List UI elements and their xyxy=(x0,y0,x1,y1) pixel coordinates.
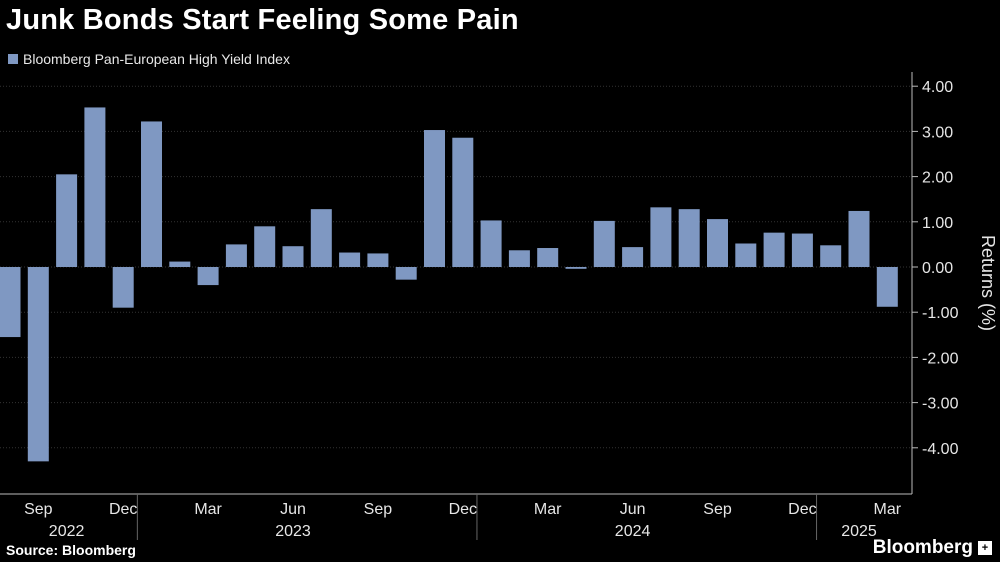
bar xyxy=(84,107,106,267)
bar xyxy=(0,267,21,338)
bar xyxy=(763,232,785,267)
bar xyxy=(141,121,162,268)
x-tick-label: Sep xyxy=(703,501,732,518)
x-tick-label: Sep xyxy=(24,501,53,518)
bar xyxy=(593,220,615,267)
x-tick-label: Mar xyxy=(874,501,902,518)
x-tick-label: Jun xyxy=(620,501,646,518)
y-tick-label: -2.00 xyxy=(922,350,959,367)
y-tick-label: 1.00 xyxy=(922,215,953,232)
y-tick-label: 4.00 xyxy=(922,79,953,96)
bar xyxy=(197,267,219,286)
bar xyxy=(424,130,445,267)
x-tick-label: Mar xyxy=(194,501,222,518)
bar xyxy=(508,250,530,267)
x-year-label: 2022 xyxy=(49,523,85,540)
bar xyxy=(112,267,134,308)
bar xyxy=(310,209,332,267)
bar xyxy=(452,137,474,267)
bar xyxy=(622,247,644,267)
bar xyxy=(339,252,361,267)
bar xyxy=(650,207,672,267)
bar xyxy=(282,246,304,267)
y-tick-label: 0.00 xyxy=(922,260,953,277)
legend-swatch-icon xyxy=(8,54,18,64)
bar xyxy=(820,245,842,267)
bar xyxy=(565,267,587,269)
chart-title: Junk Bonds Start Feeling Some Pain xyxy=(6,4,519,36)
bar xyxy=(254,226,276,267)
source-note: Source: Bloomberg xyxy=(6,542,136,558)
bar xyxy=(367,253,389,267)
bar xyxy=(876,267,898,307)
y-tick-label: -4.00 xyxy=(922,441,959,458)
y-tick-label: -3.00 xyxy=(922,396,959,413)
bar xyxy=(707,219,728,267)
bar xyxy=(225,244,247,267)
x-tick-label: Dec xyxy=(109,501,137,518)
y-tick-label: 3.00 xyxy=(922,124,953,141)
brand-logo: Bloomberg + xyxy=(873,537,992,559)
x-tick-label: Sep xyxy=(364,501,393,518)
x-tick-label: Dec xyxy=(449,501,477,518)
brand-mark-icon: + xyxy=(978,541,992,555)
x-year-label: 2025 xyxy=(841,523,877,540)
bar xyxy=(27,267,49,462)
x-tick-label: Jun xyxy=(280,501,306,518)
x-year-label: 2023 xyxy=(275,523,311,540)
bar xyxy=(537,248,559,267)
bar xyxy=(169,261,191,267)
bar xyxy=(848,210,870,267)
bar xyxy=(480,220,502,267)
y-axis-label: Returns (%) xyxy=(978,235,998,331)
legend-label: Bloomberg Pan-European High Yield Index xyxy=(23,51,290,67)
y-tick-label: 2.00 xyxy=(922,170,953,187)
bar xyxy=(791,233,813,267)
x-tick-label: Dec xyxy=(788,501,816,518)
bar xyxy=(678,209,700,267)
x-tick-label: Mar xyxy=(534,501,562,518)
brand-name: Bloomberg xyxy=(872,537,973,558)
legend: Bloomberg Pan-European High Yield Index xyxy=(8,50,290,68)
bar xyxy=(395,267,417,280)
bar xyxy=(735,243,757,267)
x-year-label: 2024 xyxy=(615,523,651,540)
y-tick-label: -1.00 xyxy=(922,305,959,322)
bar xyxy=(56,174,78,267)
